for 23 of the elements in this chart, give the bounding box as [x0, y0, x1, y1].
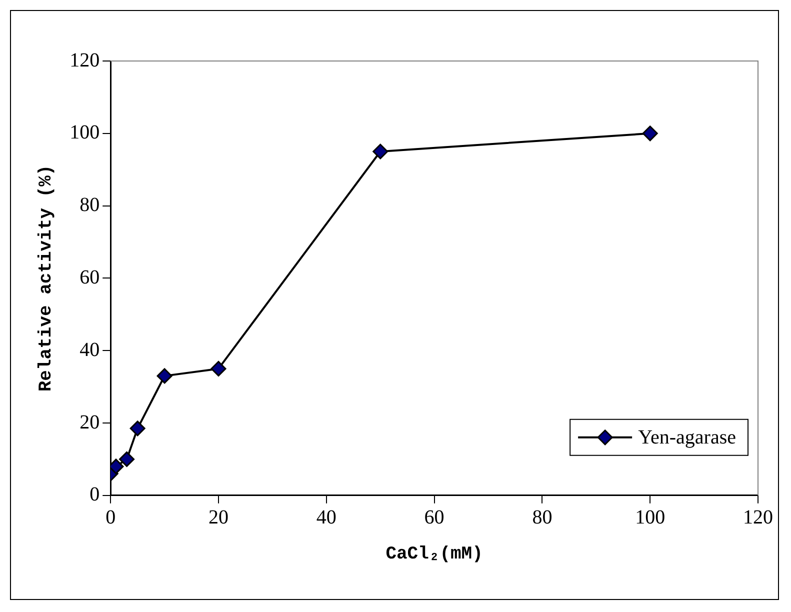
x-tick-label: 40 [316, 506, 336, 529]
x-tick-label: 120 [743, 506, 773, 529]
y-tick-label: 40 [80, 338, 100, 361]
y-tick-label: 60 [80, 266, 100, 288]
y-tick-label: 120 [70, 49, 100, 72]
y-axis-title: Relative activity (%) [36, 164, 56, 392]
x-axis-title: CaCl₂(mM) [386, 544, 483, 565]
point [156, 368, 172, 384]
point [210, 360, 226, 376]
x-tick-label: 20 [208, 506, 228, 529]
x-tick-label: 60 [424, 506, 444, 529]
legend-label: Yen-agarase [638, 426, 736, 449]
y-tick-label: 100 [70, 122, 100, 144]
x-tick-label: 80 [532, 506, 552, 529]
x-tick-label: 0 [106, 506, 116, 529]
point [372, 144, 388, 160]
point [119, 451, 135, 467]
y-tick-label: 80 [80, 194, 100, 216]
y-tick-label: 0 [90, 484, 100, 506]
y-tick-label: 20 [80, 411, 100, 434]
x-tick-label: 100 [635, 506, 666, 529]
point [642, 126, 658, 142]
point [130, 420, 146, 436]
